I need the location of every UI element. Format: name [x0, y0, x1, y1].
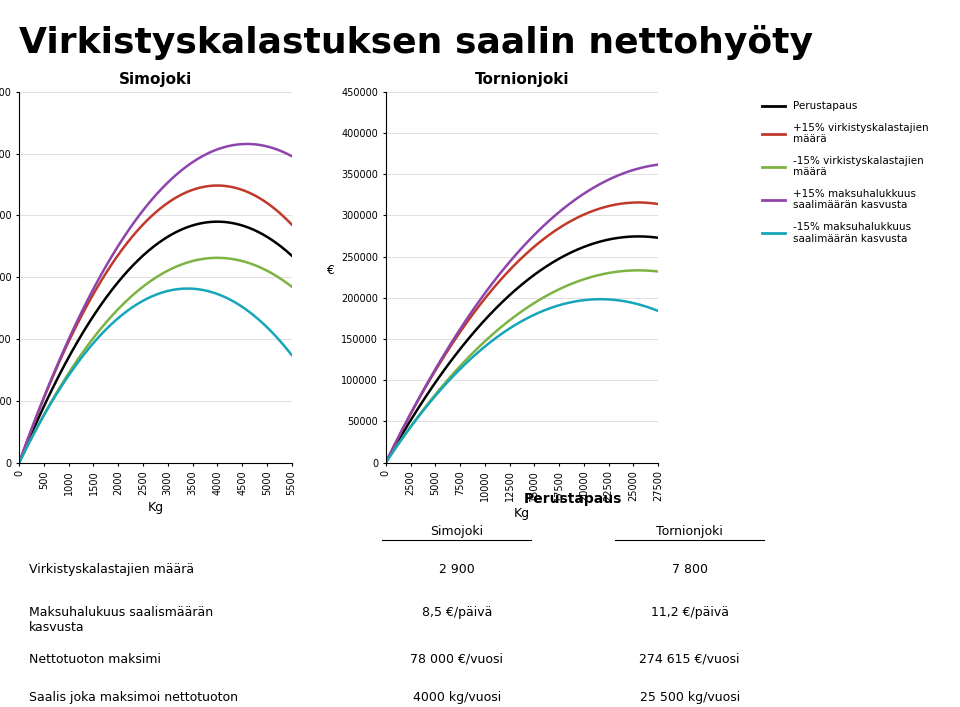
- Text: 4000 kg/vuosi: 4000 kg/vuosi: [413, 691, 501, 704]
- X-axis label: Kg: Kg: [514, 507, 530, 520]
- Title: Tornionjoki: Tornionjoki: [474, 71, 569, 86]
- Text: Virkistyskalastuksen saalin nettohyöty: Virkistyskalastuksen saalin nettohyöty: [19, 25, 813, 60]
- Text: Nettotuoton maksimi: Nettotuoton maksimi: [29, 653, 160, 666]
- X-axis label: Kg: Kg: [147, 501, 163, 513]
- Text: 78 000 €/vuosi: 78 000 €/vuosi: [410, 653, 503, 666]
- Text: 25 500 kg/vuosi: 25 500 kg/vuosi: [639, 691, 740, 704]
- Legend: Perustapaus, +15% virkistyskalastajien
määrä, -15% virkistyskalastajien
määrä, +: Perustapaus, +15% virkistyskalastajien m…: [757, 97, 933, 247]
- Text: Tornionjoki: Tornionjoki: [657, 525, 723, 537]
- Text: 11,2 €/päivä: 11,2 €/päivä: [651, 606, 729, 619]
- Text: 7 800: 7 800: [672, 563, 708, 576]
- Text: 8,5 €/päivä: 8,5 €/päivä: [421, 606, 492, 619]
- Text: 2 900: 2 900: [439, 563, 475, 576]
- Text: Maksuhalukuus saalismäärän
kasvusta: Maksuhalukuus saalismäärän kasvusta: [29, 606, 212, 633]
- Text: Simojoki: Simojoki: [430, 525, 484, 537]
- Text: Virkistyskalastajien määrä: Virkistyskalastajien määrä: [29, 563, 194, 576]
- Text: 274 615 €/vuosi: 274 615 €/vuosi: [639, 653, 740, 666]
- Text: Perustapaus: Perustapaus: [524, 493, 622, 506]
- Text: Saalis joka maksimoi nettotuoton: Saalis joka maksimoi nettotuoton: [29, 691, 237, 704]
- Y-axis label: €: €: [326, 264, 334, 277]
- Title: Simojoki: Simojoki: [119, 71, 192, 86]
